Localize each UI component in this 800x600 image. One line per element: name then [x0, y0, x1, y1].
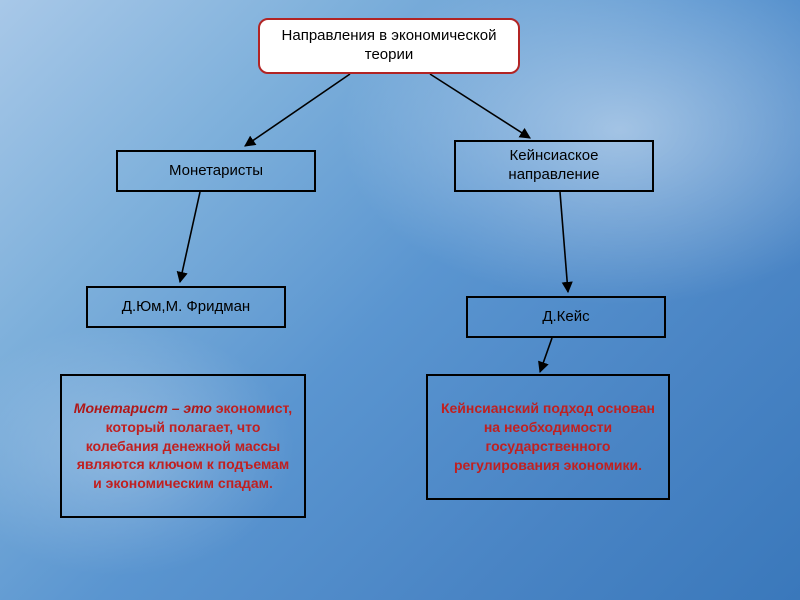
- node-hume-friedman: Д.Юм,М. Фридман: [86, 286, 286, 328]
- node-label: Д.Кейс: [542, 308, 589, 327]
- edge-root-right1: [430, 74, 530, 138]
- edge-root-left1: [245, 74, 350, 146]
- root-label: Направления в экономической теории: [270, 27, 508, 65]
- node-label: Кейнсиаское направление: [466, 147, 642, 185]
- desc-text: Монетарист – это экономист, который пола…: [72, 399, 294, 493]
- node-monetarists: Монетаристы: [116, 150, 316, 192]
- edge-right2-right_desc: [540, 338, 552, 372]
- edge-left1-left2: [180, 192, 200, 282]
- node-keynesian: Кейнсиаское направление: [454, 140, 654, 192]
- edge-right1-right2: [560, 192, 568, 292]
- node-label: Монетаристы: [169, 162, 263, 181]
- desc-keynesian: Кейнсианский подход основан на необходим…: [426, 374, 670, 500]
- desc-monetarist: Монетарист – это экономист, который пола…: [60, 374, 306, 518]
- desc-body: Кейнсианский подход основан на необходим…: [438, 399, 658, 475]
- node-keynes: Д.Кейс: [466, 296, 666, 338]
- node-label: Д.Юм,М. Фридман: [122, 298, 250, 317]
- root-node: Направления в экономической теории: [258, 18, 520, 74]
- desc-lead: Монетарист – это: [74, 400, 216, 416]
